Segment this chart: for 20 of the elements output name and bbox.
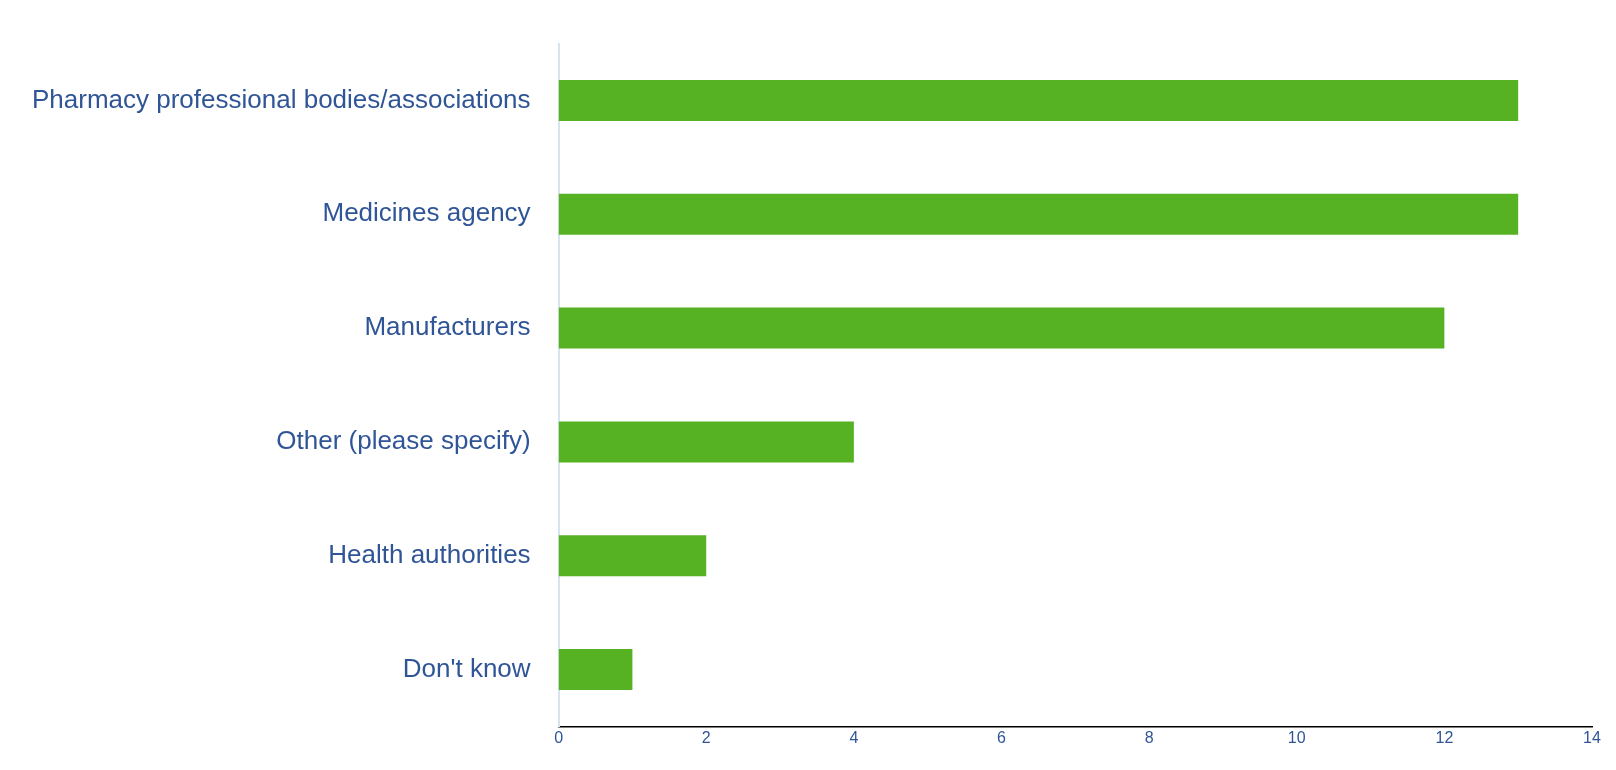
y-tick-label: Other (please specify) [276, 425, 531, 456]
y-tick-label: Medicines agency [322, 197, 531, 228]
x-tick-label: 10 [1287, 729, 1306, 747]
bar [558, 80, 1519, 121]
x-tick-label: 12 [1435, 729, 1454, 747]
x-tick-label: 4 [849, 729, 859, 747]
x-tick-label: 0 [554, 729, 564, 747]
bar [558, 421, 854, 463]
bar [558, 535, 707, 577]
x-tick-label: 6 [997, 729, 1007, 747]
y-tick-label: Pharmacy professional bodies/associations [31, 83, 531, 114]
y-tick-label: Don't know [402, 652, 531, 683]
x-tick-label: 2 [701, 729, 711, 747]
y-tick-label: Health authorities [328, 538, 531, 569]
bar [558, 307, 1445, 349]
bar [558, 193, 1519, 235]
x-tick-label: 14 [1583, 729, 1601, 747]
y-tick-label: Manufacturers [364, 311, 531, 342]
bar [558, 649, 633, 690]
x-tick-label: 8 [1144, 729, 1154, 747]
